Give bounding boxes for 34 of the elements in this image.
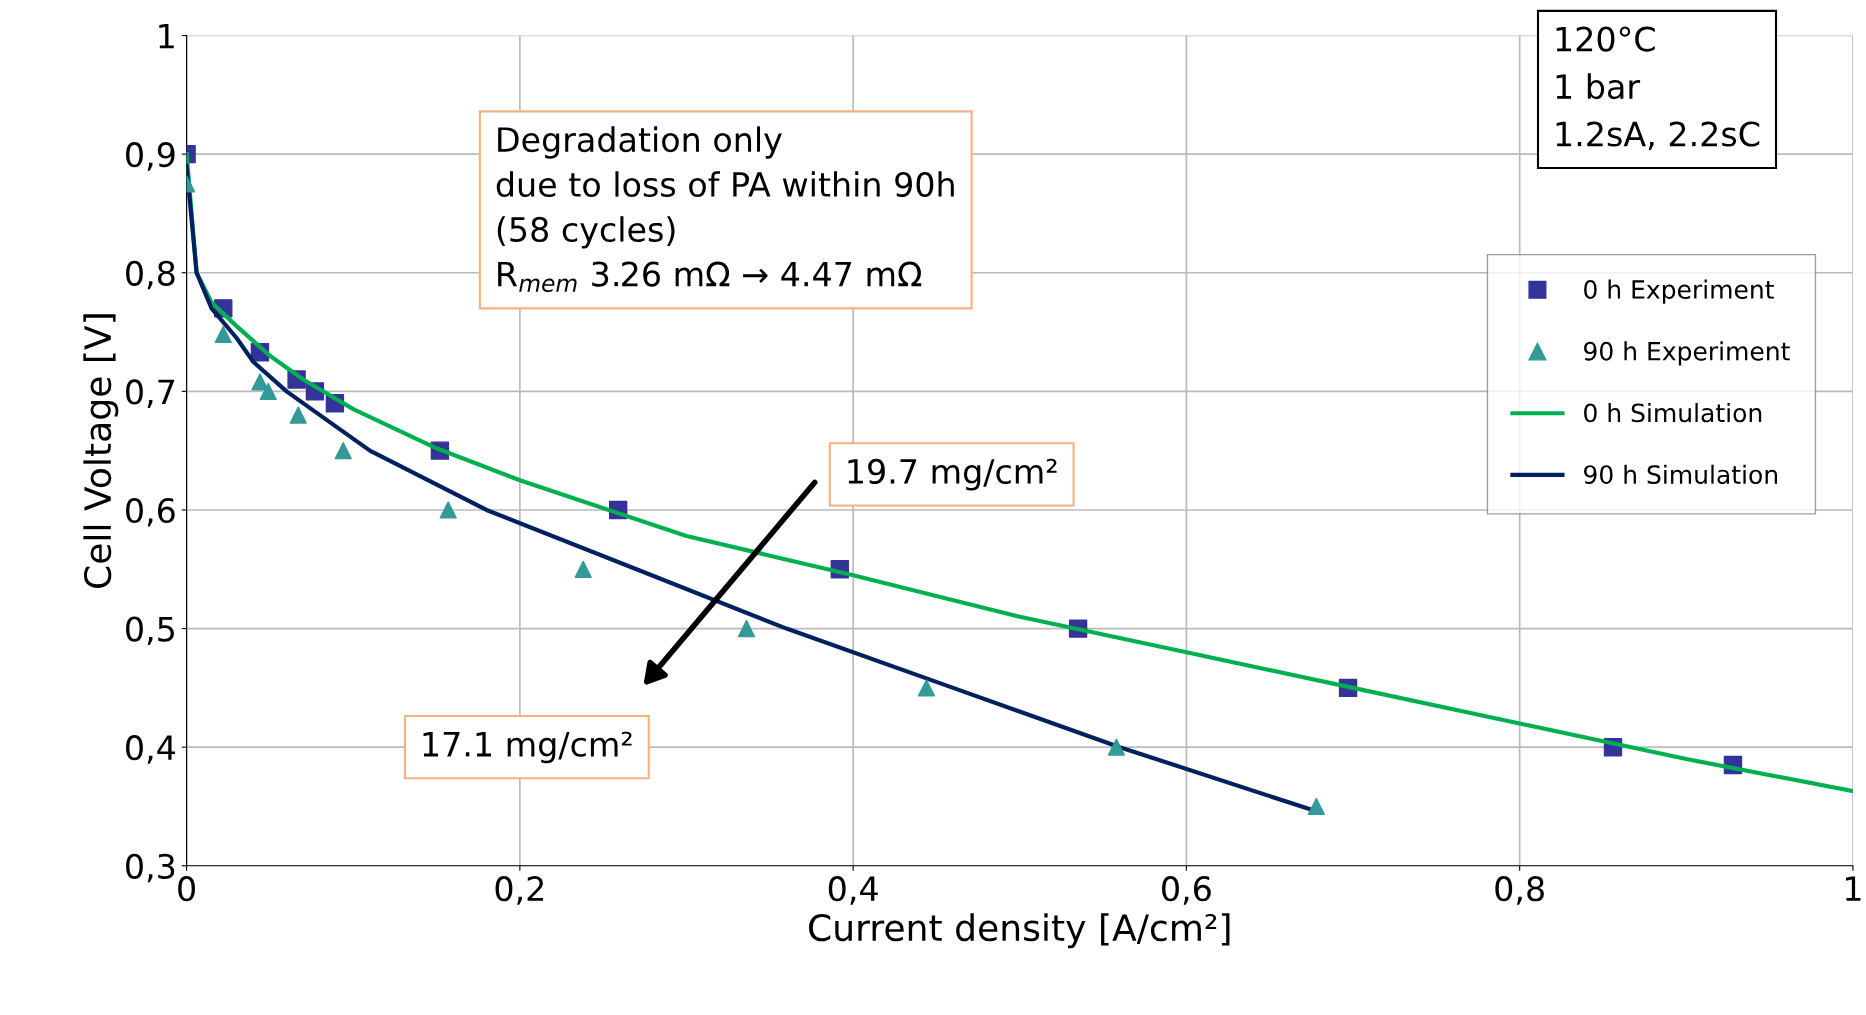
- x-tick-label: 1: [1846, 876, 1861, 901]
- annotation: 19.7 mg/cm²: [848, 458, 1057, 491]
- x-tick-label: 0,2: [495, 876, 544, 905]
- legend-label: 90 h Simulation: [1584, 464, 1778, 485]
- x-tick-label: 0,6: [1162, 876, 1211, 905]
- y-tick-label: 0,7: [126, 379, 175, 408]
- point: [574, 560, 592, 578]
- point: [214, 325, 232, 344]
- x-tick-label: 0,4: [828, 876, 878, 905]
- legend-label: 0 h Simulation: [1584, 402, 1762, 423]
- y-tick-label: 0,5: [126, 616, 174, 646]
- annotation: 120°C 1 bar 1.2sA, 2.2sC: [1556, 26, 1760, 151]
- point: [917, 679, 936, 697]
- y-axis-title: Cell Voltage [V]: [83, 314, 119, 589]
- point: [1307, 797, 1325, 816]
- point: [737, 619, 756, 638]
- y-tick-label: 1: [159, 23, 174, 49]
- point: [334, 442, 352, 460]
- y-tick-label: 0,9: [126, 142, 175, 171]
- point: [259, 382, 277, 400]
- y-tick-label: 0,4: [126, 735, 176, 764]
- point: [289, 406, 307, 424]
- y-tick-label: 0,3: [126, 853, 175, 883]
- annotation: Degradation only due to loss of PA within 90h (58 cycles) R$_{mem}$ 3.26 mΩ → 4.47 mΩ: [496, 126, 954, 293]
- x-tick-label: 0: [178, 876, 195, 902]
- annotation: 17.1 mg/cm²: [423, 731, 632, 764]
- x-axis-title: Current density [A/cm²]: [809, 913, 1230, 949]
- legend-label: 90 h Experiment: [1584, 341, 1790, 366]
- legend-label: 0 h Experiment: [1584, 279, 1774, 304]
- y-tick-label: 0,8: [126, 260, 175, 290]
- x-tick-label: 0,8: [1495, 876, 1544, 905]
- y-tick-label: 0,6: [126, 497, 175, 527]
- point: [1107, 738, 1126, 756]
- point: [439, 501, 457, 519]
